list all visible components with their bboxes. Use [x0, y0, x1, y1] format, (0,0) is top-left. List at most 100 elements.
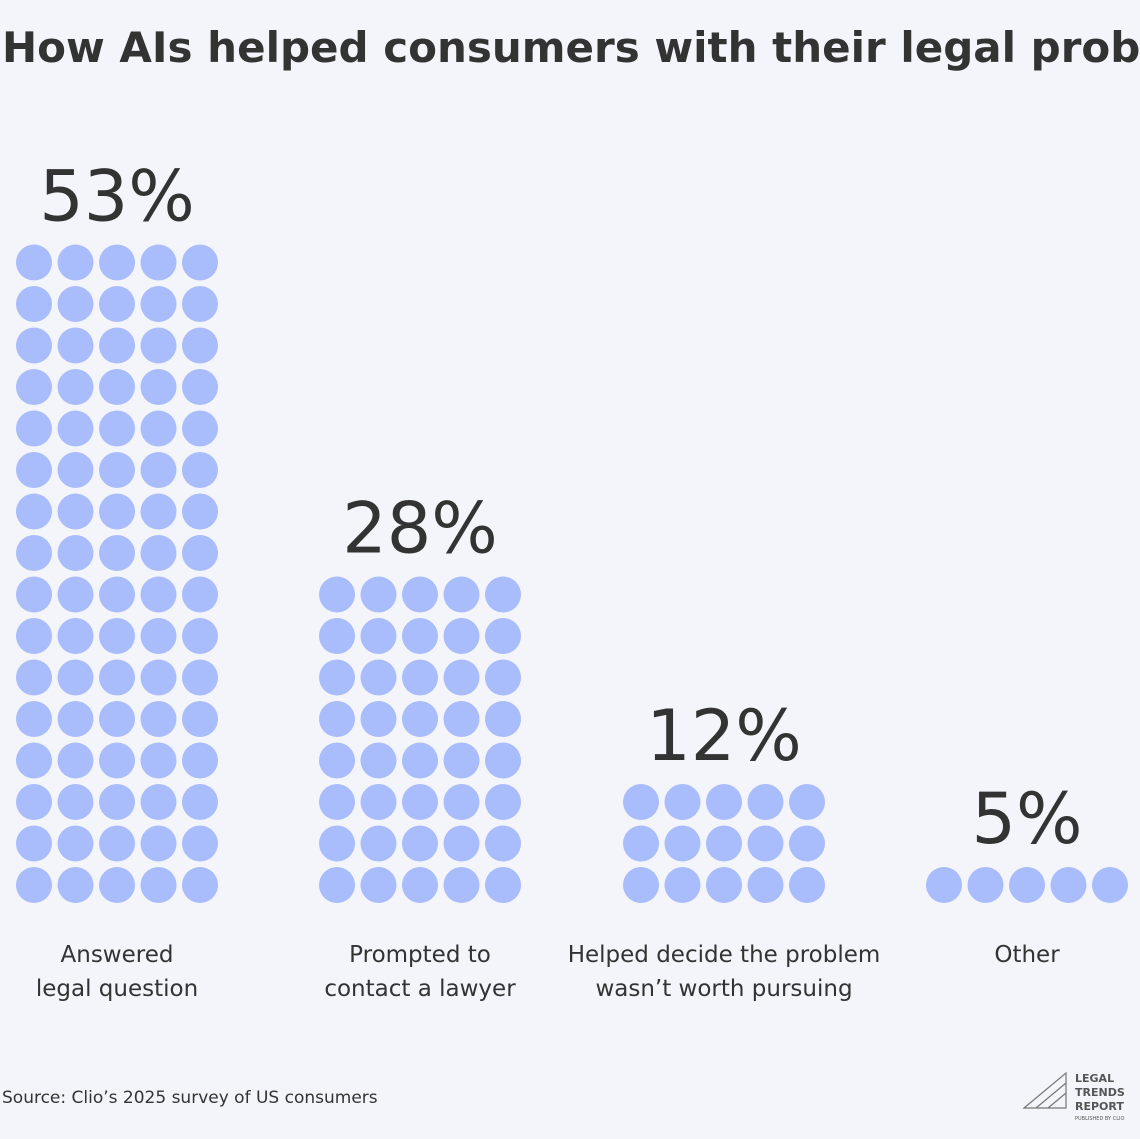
- dot: [182, 327, 218, 364]
- dot: [57, 618, 94, 654]
- dot: [360, 576, 397, 613]
- dot-column: [926, 867, 1128, 903]
- dot: [99, 327, 135, 364]
- dot: [57, 493, 94, 530]
- dot: [16, 244, 52, 281]
- dot: [140, 659, 177, 696]
- dot-column: [319, 576, 521, 903]
- source: Source: Clio’s 2025 survey of US consume…: [2, 1088, 378, 1108]
- dot: [623, 867, 659, 903]
- dot-column: [16, 244, 218, 903]
- dot: [706, 867, 742, 903]
- dot: [443, 742, 480, 779]
- dot: [182, 618, 218, 654]
- dot: [485, 618, 521, 654]
- category-label: Other: [994, 942, 1060, 968]
- dot: [443, 659, 480, 696]
- dot: [57, 576, 94, 613]
- dot: [99, 701, 135, 737]
- dot: [57, 784, 94, 820]
- dot: [182, 452, 218, 488]
- dot: [140, 244, 177, 281]
- dot: [16, 535, 52, 571]
- dot: [99, 452, 135, 488]
- dot: [1009, 867, 1045, 903]
- dot: [16, 742, 52, 779]
- chart-title: How AIs helped consumers with their lega…: [2, 23, 1140, 72]
- dot: [443, 825, 480, 862]
- dot: [402, 701, 438, 737]
- logo-sub: PUBLISHED BY CLIO: [1075, 1116, 1124, 1122]
- dot: [485, 742, 521, 779]
- dot: [182, 286, 218, 322]
- dot: [402, 784, 438, 820]
- dot: [99, 493, 135, 530]
- dot: [57, 867, 94, 903]
- dot: [360, 701, 397, 737]
- dot: [57, 410, 94, 447]
- dot: [1050, 867, 1087, 903]
- dot: [182, 701, 218, 737]
- dot: [99, 825, 135, 862]
- dot: [485, 784, 521, 820]
- dot: [443, 576, 480, 613]
- dot: [16, 369, 52, 405]
- dot: [402, 576, 438, 613]
- dot: [99, 867, 135, 903]
- logo-mark: [1022, 1071, 1067, 1109]
- dot: [57, 701, 94, 737]
- dot: [99, 535, 135, 571]
- dot: [182, 742, 218, 779]
- dot: [16, 701, 52, 737]
- dot: [140, 867, 177, 903]
- dot: [485, 659, 521, 696]
- dot: [485, 867, 521, 903]
- dot: [99, 410, 135, 447]
- dot: [16, 452, 52, 488]
- dot-column: [623, 784, 825, 903]
- dot: [182, 659, 218, 696]
- dot: [182, 410, 218, 447]
- dot: [57, 369, 94, 405]
- dot: [360, 742, 397, 779]
- dot: [623, 784, 659, 820]
- dot: [360, 618, 397, 654]
- dot: [99, 618, 135, 654]
- dot: [967, 867, 1004, 903]
- dot: [182, 867, 218, 903]
- dot: [16, 327, 52, 364]
- dot: [443, 701, 480, 737]
- dot: [140, 369, 177, 405]
- category-label: Helped decide the problem wasn’t worth p…: [567, 942, 881, 1002]
- dot: [747, 867, 784, 903]
- dot: [402, 825, 438, 862]
- dot: [789, 784, 825, 820]
- dot: [747, 825, 784, 862]
- dot: [402, 742, 438, 779]
- dot: [706, 784, 742, 820]
- dot: [485, 576, 521, 613]
- dot: [319, 576, 355, 613]
- dot: [140, 576, 177, 613]
- dot: [140, 410, 177, 447]
- dot: [99, 576, 135, 613]
- dot: [16, 286, 52, 322]
- dot: [182, 369, 218, 405]
- dot: [926, 867, 962, 903]
- dot: [140, 493, 177, 530]
- logo-text: REPORT: [1075, 1100, 1124, 1113]
- dot: [140, 618, 177, 654]
- dot: [485, 701, 521, 737]
- dot: [16, 493, 52, 530]
- dot: [57, 825, 94, 862]
- dot: [99, 784, 135, 820]
- dot: [140, 452, 177, 488]
- dot: [140, 742, 177, 779]
- dot: [664, 825, 701, 862]
- dot: [443, 867, 480, 903]
- dot: [16, 576, 52, 613]
- dot: [443, 784, 480, 820]
- dot: [140, 327, 177, 364]
